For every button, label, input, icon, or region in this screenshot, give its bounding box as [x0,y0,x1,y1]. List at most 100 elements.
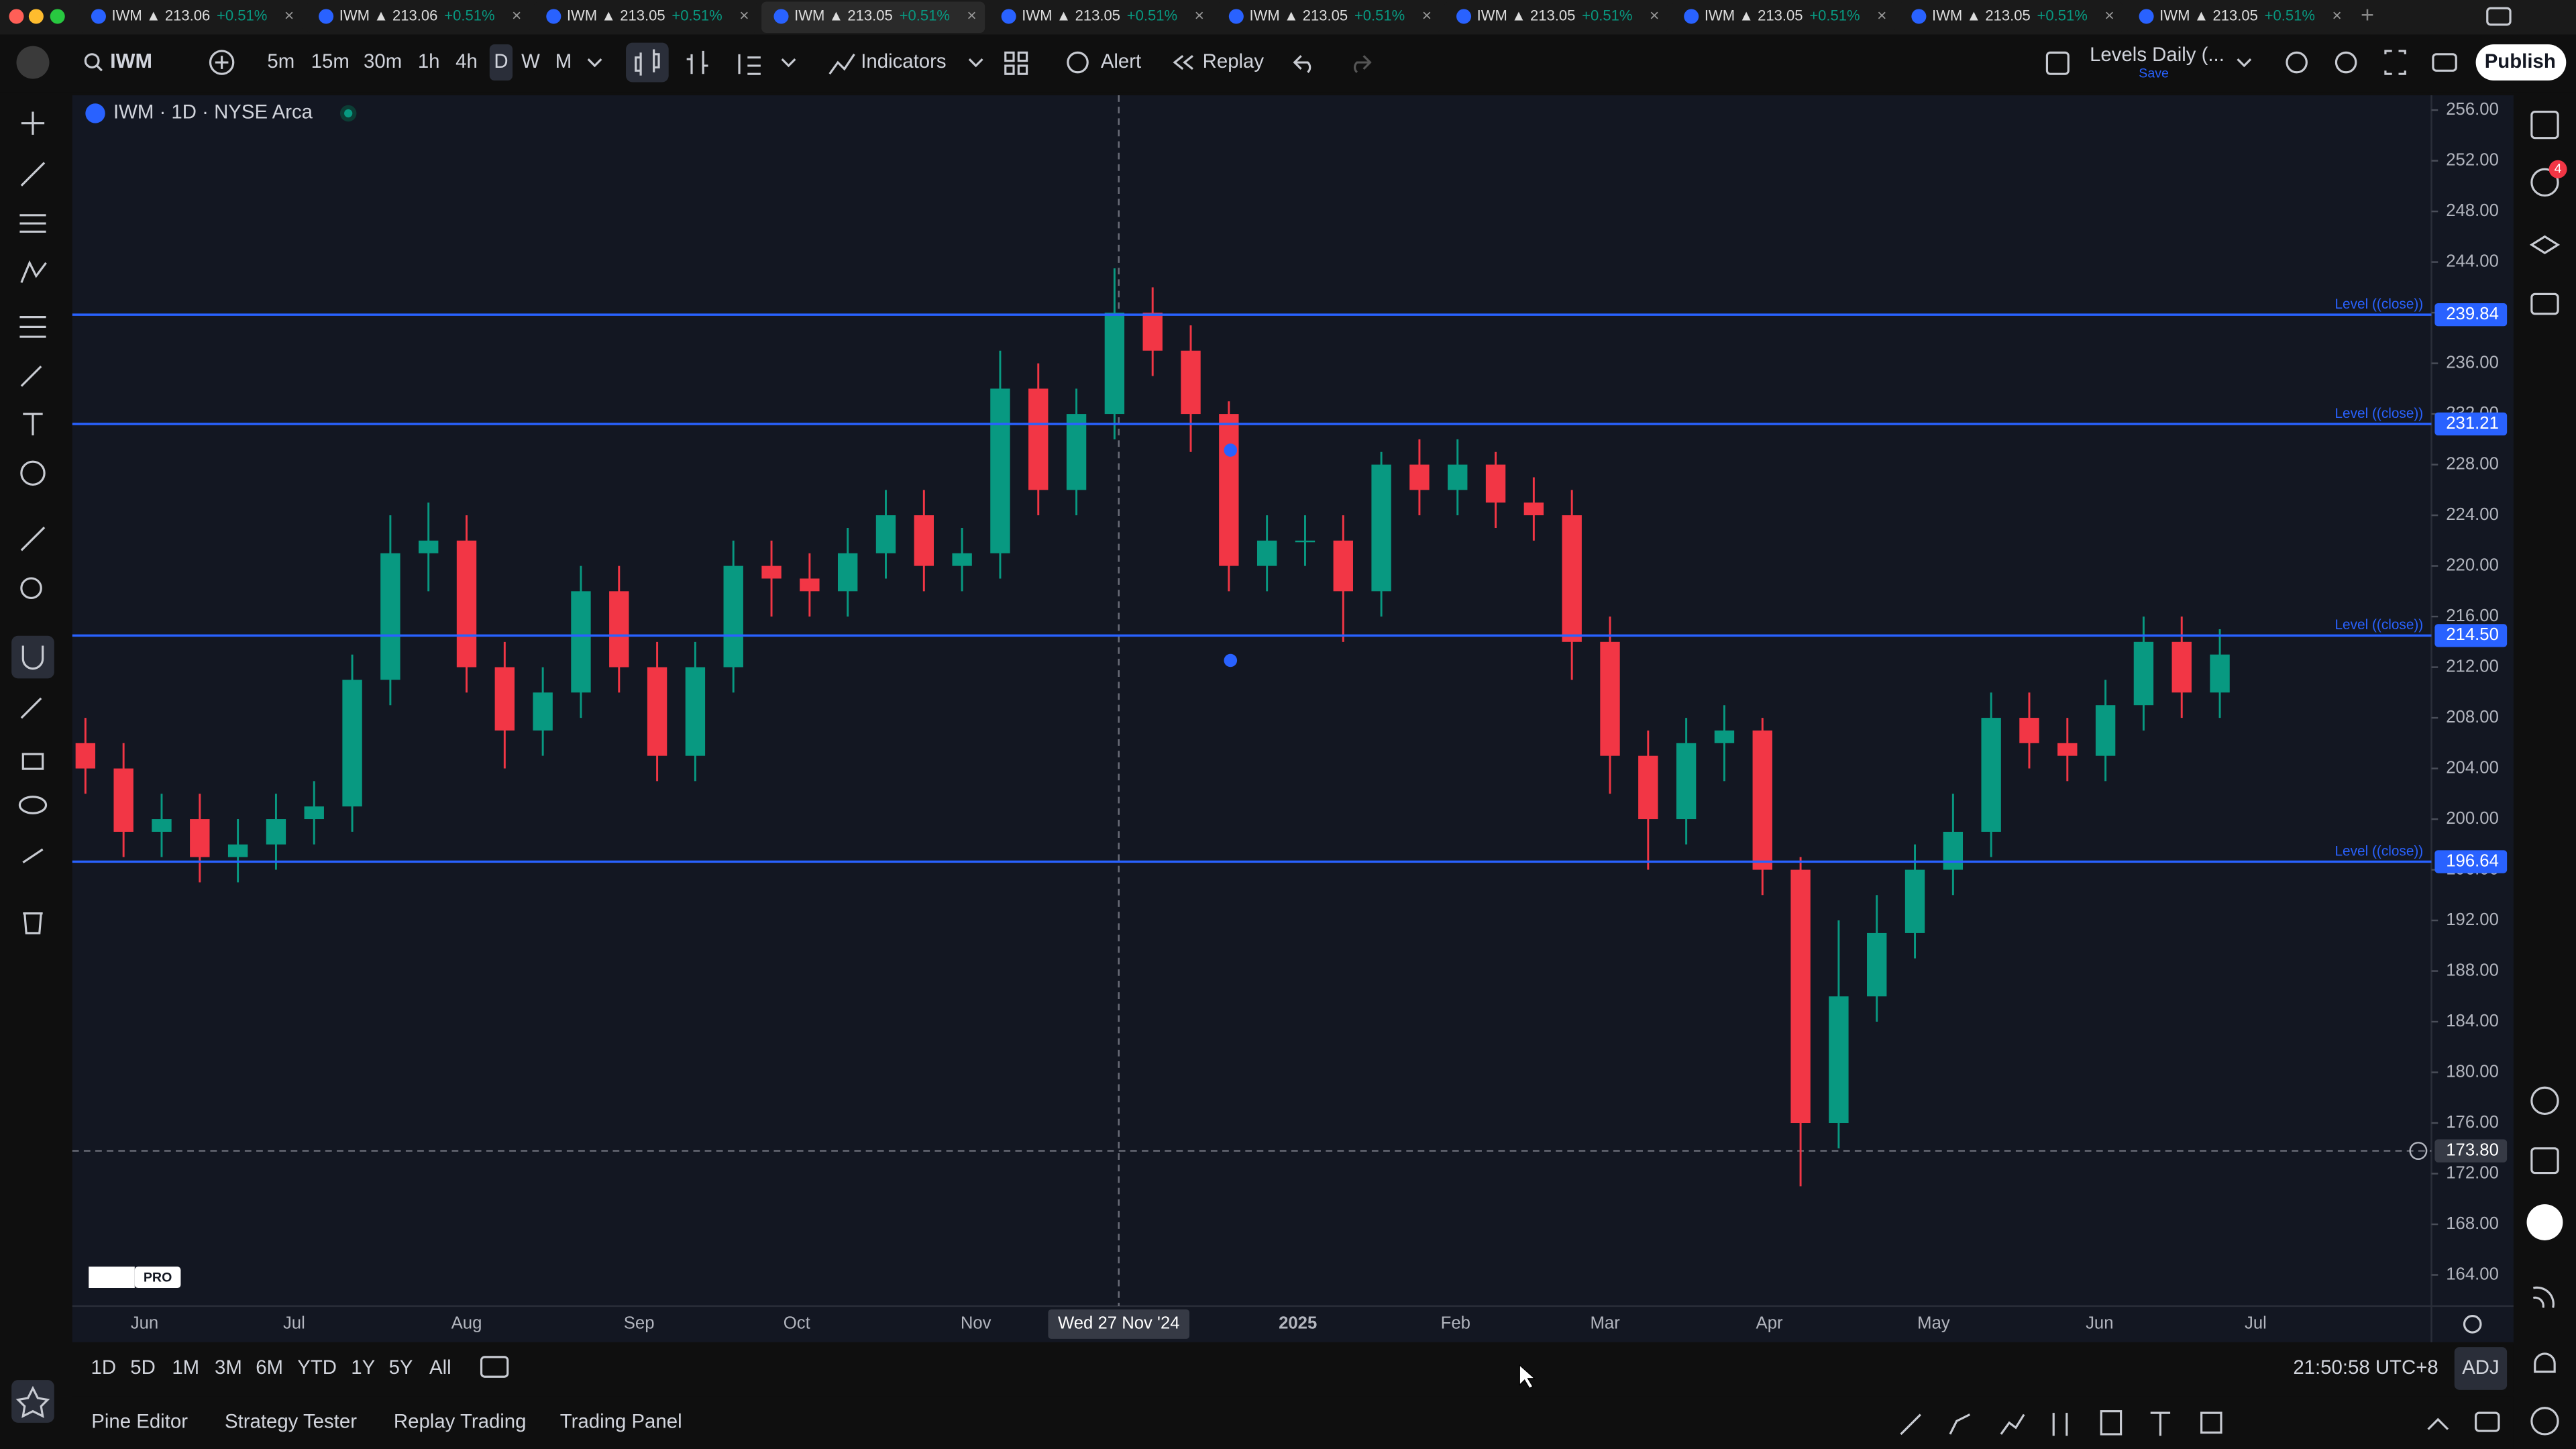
search-icon[interactable] [84,53,100,68]
forecast-tool[interactable] [19,316,46,338]
ideas[interactable] [2530,1086,2559,1115]
watchlist[interactable] [2530,110,2559,140]
replay-button[interactable]: Replay [1203,50,1265,72]
tab-close[interactable]: × [2104,7,2114,25]
stay-drawing[interactable] [20,697,42,719]
menu-chevron[interactable] [781,58,796,68]
measure-tool[interactable] [20,526,46,551]
settings[interactable] [2334,51,2357,74]
zoom-dot[interactable] [50,9,65,24]
delete-tool[interactable] [23,912,43,934]
range-button[interactable]: YTD [297,1356,337,1379]
news[interactable] [2532,1286,2555,1308]
time-axis[interactable] [72,1305,2514,1342]
interval-button[interactable]: 30m [364,50,402,72]
trend-line-tool[interactable] [20,162,46,186]
bottom-tool[interactable] [2100,1410,2123,1436]
adj-button[interactable]: ADJ [2462,1356,2500,1379]
drawing-anchor[interactable] [1224,443,1238,457]
range-button[interactable]: 1Y [351,1356,375,1379]
bottom-tool[interactable] [2150,1411,2222,1436]
chats[interactable] [2530,292,2559,315]
candles-icon[interactable] [635,49,660,76]
bottom-tab[interactable]: Pine Editor [91,1411,188,1433]
chart-pane[interactable] [72,95,2432,1306]
range-button[interactable]: All [429,1356,451,1379]
tab[interactable] [78,1,303,33]
interval-button[interactable]: D [494,50,508,72]
indicators-menu[interactable] [968,58,983,68]
quick-search[interactable] [2286,51,2308,74]
tab[interactable] [761,1,985,33]
range-button[interactable]: 6M [256,1356,283,1379]
pattern-tool[interactable] [20,260,47,283]
minimize-dot[interactable] [28,9,44,24]
tab[interactable] [1216,1,1440,33]
lock-tool[interactable] [21,753,44,770]
object-tree[interactable] [2529,235,2561,255]
crosshair-plus[interactable] [2409,1142,2428,1161]
compare-button[interactable] [209,50,235,75]
new-tab[interactable]: + [2361,3,2374,28]
cursor-tool[interactable] [21,111,45,135]
collapse-panel[interactable] [2427,1417,2449,1430]
range-button[interactable]: 5D [130,1356,156,1379]
templates-icon[interactable] [1004,51,1015,62]
range-button[interactable]: 1D [91,1356,117,1379]
favorites-bg[interactable] [11,1380,54,1423]
range-button[interactable]: 3M [215,1356,242,1379]
help[interactable] [2530,1407,2559,1436]
zoom-tool[interactable] [20,577,42,600]
notifications[interactable] [2534,1352,2556,1373]
layout-menu[interactable] [2237,58,2252,68]
interval-button[interactable]: 5m [267,50,294,72]
price-axis[interactable] [2431,95,2514,1306]
tab[interactable] [1444,1,1668,33]
snapshot[interactable] [2432,53,2457,72]
interval-button[interactable]: W [521,50,540,72]
bottom-tab[interactable]: Strategy Tester [225,1411,357,1433]
tab-close[interactable]: × [284,7,294,25]
layout-name[interactable]: Levels Daily (... [2090,44,2224,66]
interval-menu[interactable] [587,58,602,68]
interval-button[interactable]: 4h [455,50,478,72]
tab-close[interactable]: × [1650,7,1659,25]
tab[interactable] [989,1,1213,33]
brush-tool[interactable] [20,365,42,387]
tab-close[interactable]: × [967,7,976,25]
interval-button[interactable]: M [555,50,572,72]
tab[interactable] [1899,1,2123,33]
tab[interactable] [533,1,757,33]
indicators-button[interactable]: Indicators [861,50,946,72]
interval-button[interactable]: 1h [418,50,440,72]
text-tool[interactable] [23,413,43,435]
maximize-panel[interactable] [2475,1411,2500,1432]
magnet-tool[interactable] [21,645,44,670]
close-dot[interactable] [9,9,24,24]
save-label[interactable]: Save [2139,66,2169,80]
tab-close[interactable]: × [1877,7,1886,25]
drawing-anchor[interactable] [1224,653,1238,667]
symbol[interactable]: IWM [110,50,152,72]
sidebar-toggle[interactable] [2486,7,2512,26]
bottom-tab[interactable]: Trading Panel [560,1411,682,1433]
layout-icon[interactable] [738,54,761,75]
fib-tool[interactable] [19,214,46,233]
avatar[interactable] [16,46,50,79]
axis-settings[interactable] [2463,1315,2482,1334]
alert-button[interactable]: Alert [1101,50,1141,72]
alerts[interactable] [2530,168,2559,197]
tab-close[interactable]: × [1195,7,1204,25]
date-range-icon[interactable] [480,1356,509,1378]
bottom-tab[interactable]: Replay Trading [394,1411,527,1433]
tab-close[interactable]: × [512,7,521,25]
publish-button-bg[interactable] [2475,44,2567,80]
bars-icon[interactable] [686,50,708,74]
redo-button[interactable] [1354,55,1372,73]
tab-close[interactable]: × [739,7,749,25]
hide-tool[interactable] [18,796,48,814]
interval-button[interactable]: 15m [311,50,350,72]
tab-close[interactable]: × [2332,7,2342,25]
tab[interactable] [306,1,530,33]
apps[interactable] [2526,1204,2563,1240]
